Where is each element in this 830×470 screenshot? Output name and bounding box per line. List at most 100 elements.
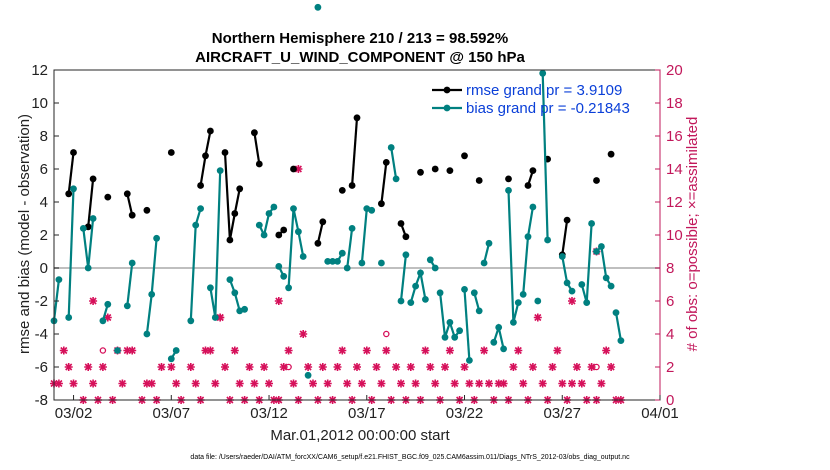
bias-point <box>89 215 97 222</box>
y2-tick-label: 8 <box>666 260 674 277</box>
marker-cross <box>377 379 385 388</box>
marker-cross <box>480 346 488 355</box>
bias-point <box>265 210 273 217</box>
marker-cross <box>294 165 302 173</box>
y2-tick-label: 10 <box>666 227 683 244</box>
obs-assimilated-marker <box>607 363 616 371</box>
obs-assimilated-marker <box>128 346 137 355</box>
bias-line-segment <box>390 147 398 180</box>
bias-point <box>446 319 454 326</box>
bias-point <box>558 253 566 260</box>
bias-point <box>314 3 322 11</box>
marker-cross <box>534 313 542 322</box>
rmse-line-segment <box>351 117 359 186</box>
bias-point <box>568 287 576 295</box>
rmse-point <box>382 159 390 166</box>
marker-cross <box>529 363 537 371</box>
bias-point <box>275 263 283 270</box>
bias-point <box>260 231 268 239</box>
marker-cross <box>333 363 342 371</box>
bias-point <box>510 319 517 326</box>
obs-assimilated-marker <box>69 379 78 388</box>
bias-point <box>612 309 620 316</box>
rmse-point <box>280 226 288 234</box>
bias-point <box>348 225 356 232</box>
rmse-point <box>475 177 483 184</box>
marker-cross <box>148 379 156 388</box>
bias-point <box>485 239 493 247</box>
y-tick-label: 10 <box>31 95 48 112</box>
bias-point <box>519 291 527 298</box>
x-tick-label: 03/27 <box>543 405 581 422</box>
obs-assimilated-marker <box>548 363 557 371</box>
bias-point <box>368 206 376 214</box>
bias-point <box>334 258 341 265</box>
bias-point <box>456 327 463 335</box>
marker-cross <box>265 379 273 388</box>
bias-point <box>207 284 214 292</box>
bias-point <box>167 355 175 363</box>
bias-point <box>84 264 92 272</box>
rmse-point <box>314 239 322 247</box>
x-tick-label: 04/01 <box>641 405 679 422</box>
obs-assimilated-marker <box>431 379 440 388</box>
rmse-line-segment <box>67 152 75 194</box>
bias-line-segment <box>463 289 471 361</box>
marker-cross <box>397 379 405 388</box>
y-tick-label: 12 <box>31 62 48 79</box>
obs-possible-marker <box>383 330 390 338</box>
obs-assimilated-marker <box>343 379 352 388</box>
bias-point <box>387 144 395 151</box>
rmse-point <box>348 182 356 189</box>
bias-point <box>466 357 473 364</box>
rmse-point <box>338 187 346 194</box>
marker-cross <box>460 363 469 371</box>
obs-assimilated-marker <box>309 379 317 388</box>
bias-point <box>123 302 131 310</box>
marker-cross <box>509 363 517 371</box>
bias-line-segment <box>67 188 75 318</box>
rmse-point <box>207 127 214 135</box>
bias-point <box>295 228 302 236</box>
marker-cross <box>553 346 561 355</box>
rmse-series <box>65 114 615 259</box>
bias-point <box>280 272 288 280</box>
obs-assimilated-marker <box>475 379 484 388</box>
marker-cross <box>157 363 166 371</box>
bias-point <box>475 307 483 315</box>
bias-point <box>55 276 63 283</box>
obs-assimilated-marker <box>509 363 518 371</box>
obs-assimilated-marker <box>533 313 542 322</box>
marker-cross <box>412 379 420 388</box>
marker-cross <box>548 363 557 371</box>
obs-assimilated-marker <box>426 363 435 371</box>
obs-assimilated-marker <box>89 297 98 305</box>
bias-point <box>426 256 434 264</box>
bias-line-segment <box>595 244 613 287</box>
obs-assimilated-marker <box>304 363 313 371</box>
marker-cross <box>206 346 214 355</box>
bias-point <box>397 297 405 305</box>
bias-point <box>99 317 107 325</box>
rmse-point <box>563 216 571 224</box>
marker-cross <box>84 363 92 371</box>
marker-cross <box>338 346 346 355</box>
obs-assimilated-marker <box>323 379 332 388</box>
obs-assimilated-marker <box>465 379 474 388</box>
marker-cross <box>187 363 195 371</box>
marker-cross <box>304 363 312 371</box>
obs-assimilated-marker <box>353 363 361 371</box>
y2-axis-label: # of obs: o=possible; ×=assimilated <box>684 117 701 352</box>
bias-point <box>255 221 263 229</box>
marker-cross <box>280 363 288 371</box>
bias-line-segment <box>126 262 134 307</box>
marker-cross <box>250 379 258 388</box>
obs-possible-marker <box>285 363 292 371</box>
y2-tick-label: 6 <box>666 293 674 310</box>
obs-assimilated-marker <box>118 379 127 388</box>
obs-assimilated-marker <box>299 330 308 338</box>
obs-assimilated-marker <box>499 379 508 388</box>
bias-point <box>593 248 600 255</box>
bias-point <box>417 269 424 277</box>
